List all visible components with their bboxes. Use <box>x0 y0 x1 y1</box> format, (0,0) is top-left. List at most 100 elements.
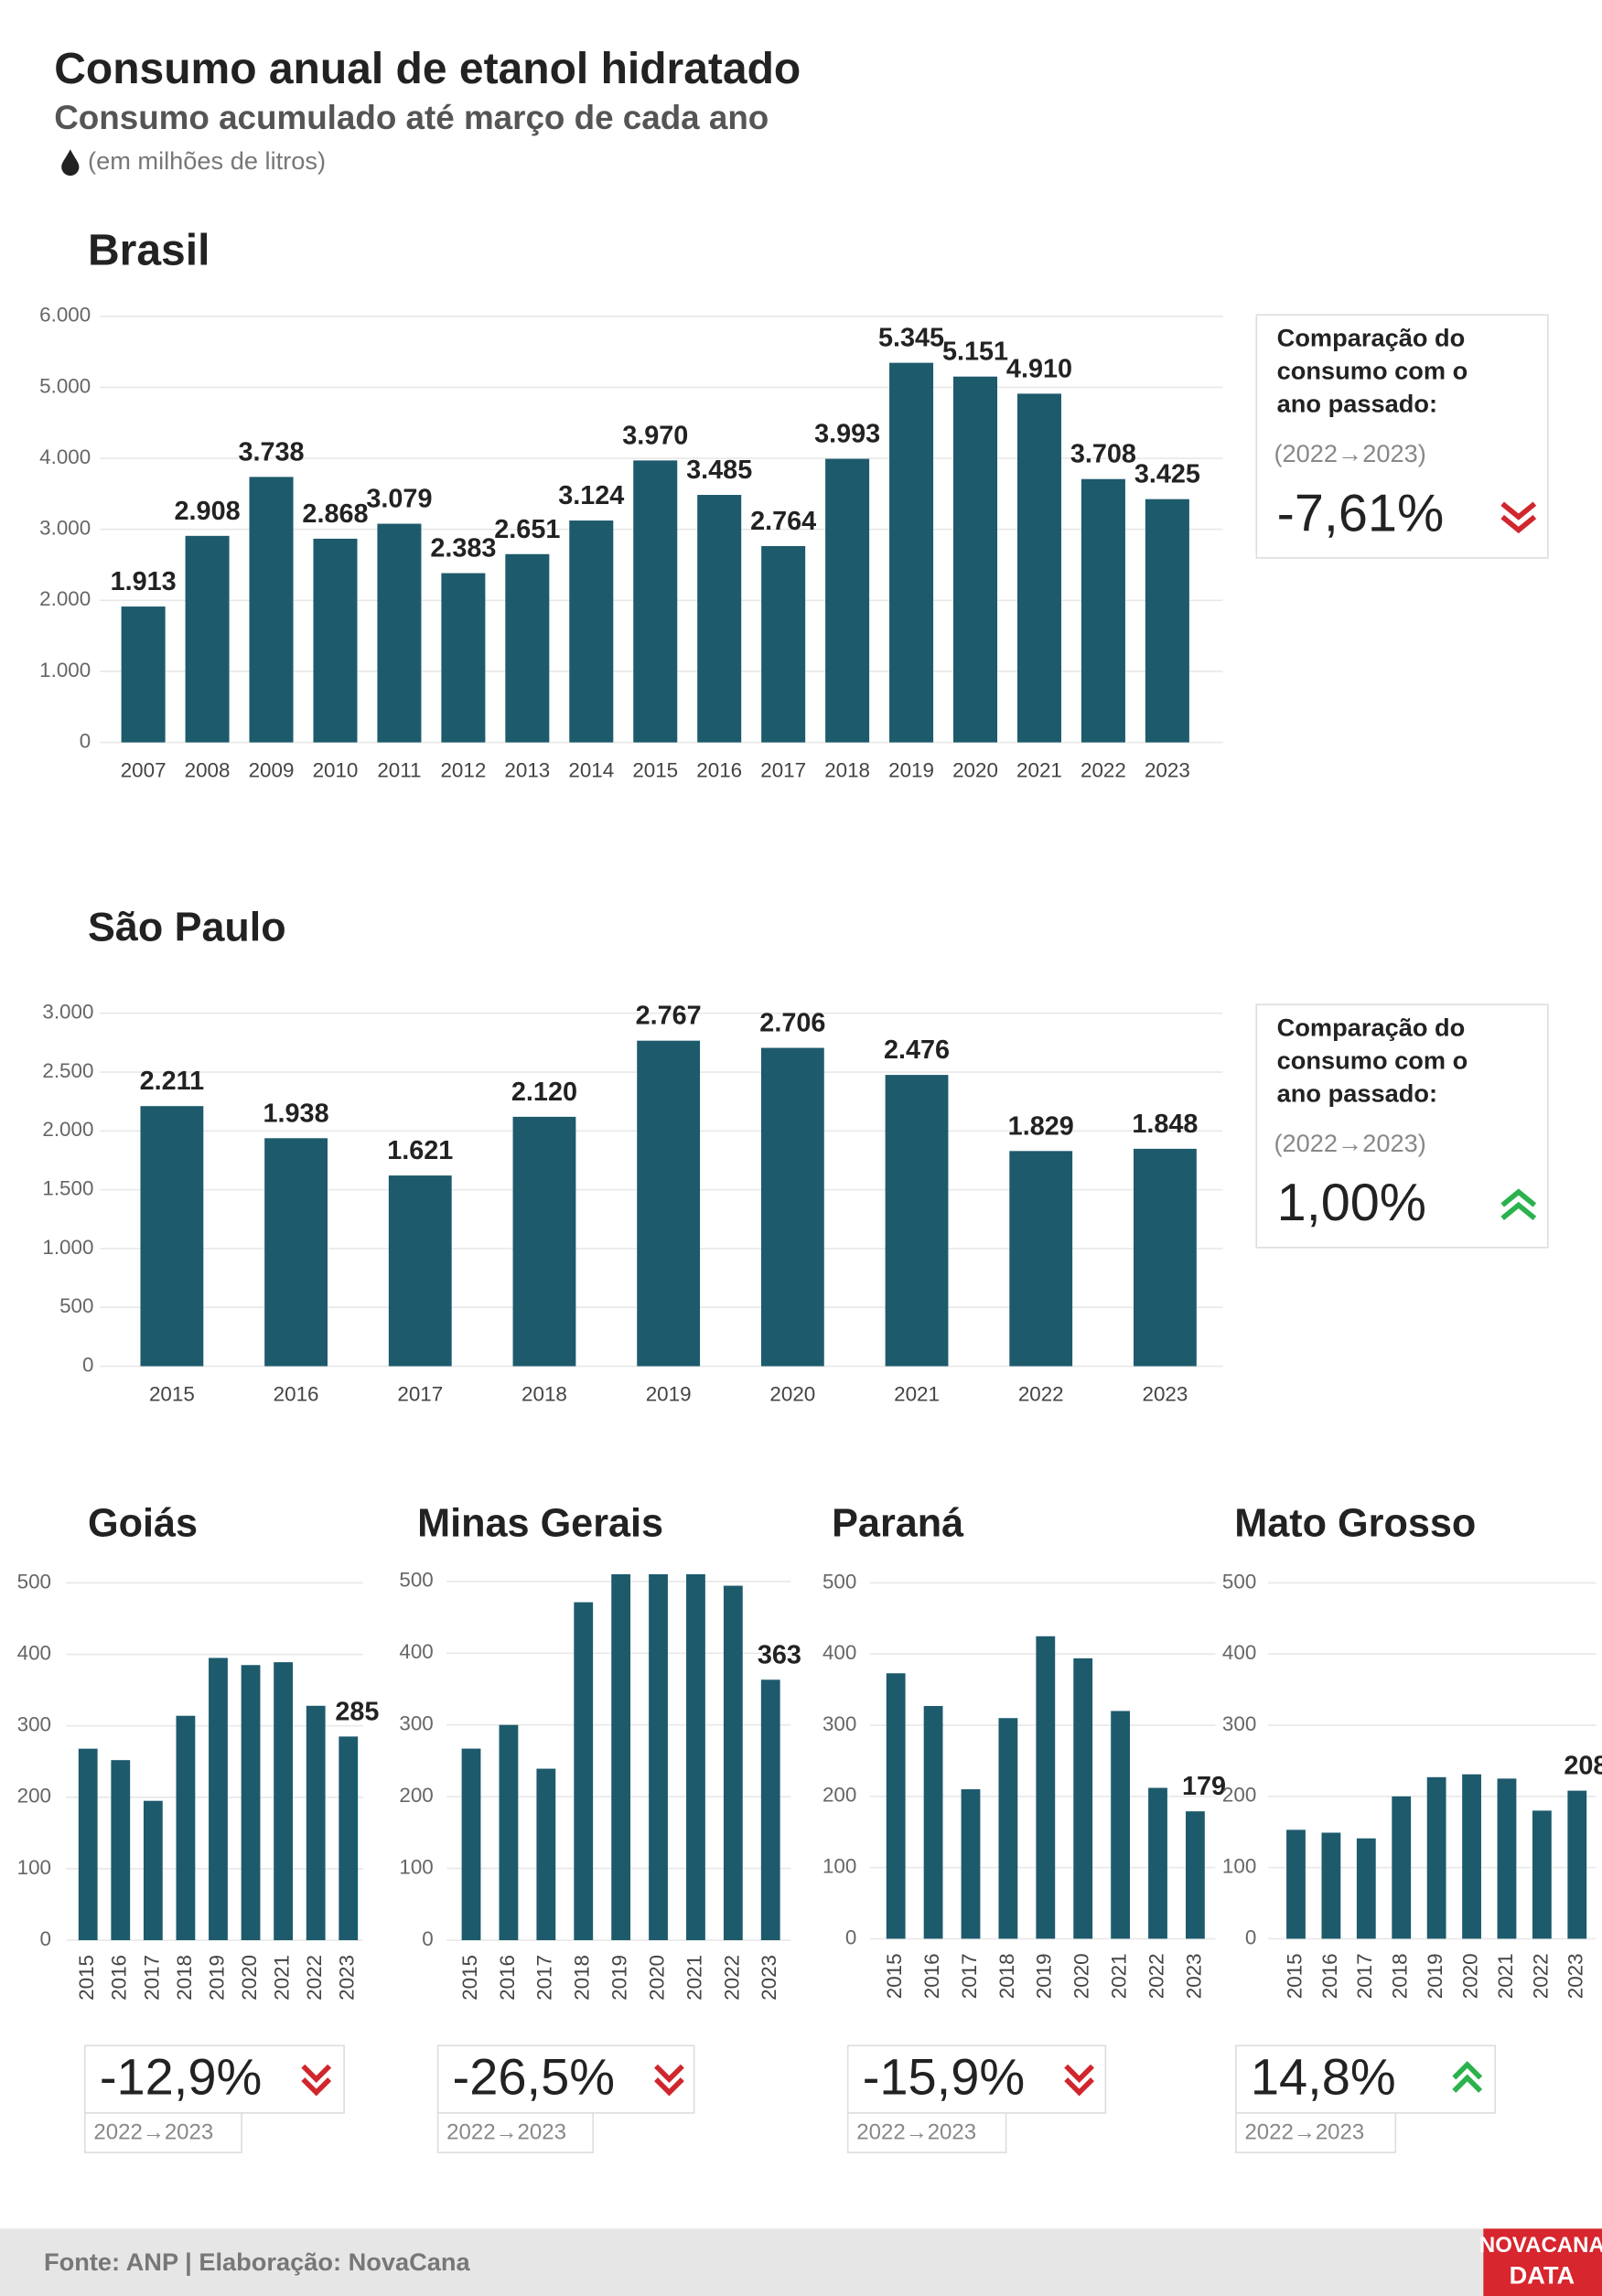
bar <box>825 458 870 743</box>
x-tick-label: 2023 <box>1143 1382 1188 1405</box>
bar <box>569 520 614 743</box>
x-tick-label: 2023 <box>758 1955 780 2001</box>
comparison-value: 14,8% <box>1251 2047 1396 2105</box>
y-tick-label: 2.000 <box>39 587 91 610</box>
x-tick-label: 2016 <box>1318 1953 1341 1999</box>
bar <box>441 573 486 743</box>
y-tick-label: 3.000 <box>39 517 91 540</box>
y-tick-label: 2.000 <box>42 1118 93 1141</box>
source: Fonte: ANP | Elaboração: NovaCana <box>44 2248 470 2276</box>
x-tick-label: 2021 <box>1108 1953 1131 1999</box>
data-label: 285 <box>335 1697 379 1726</box>
x-tick-label: 2017 <box>140 1955 163 2001</box>
y-tick-label: 1.500 <box>42 1177 93 1200</box>
data-label: 3.970 <box>622 421 688 450</box>
x-tick-label: 2021 <box>683 1955 705 2001</box>
bar <box>505 553 550 743</box>
y-tick-label: 200 <box>17 1785 51 1808</box>
data-label: 3.738 <box>238 437 304 467</box>
comparison-box <box>846 2044 1107 2114</box>
data-label: 1.621 <box>387 1136 453 1165</box>
comparison-box <box>1235 2044 1496 2114</box>
bar <box>1145 499 1189 743</box>
bar <box>961 1789 981 1939</box>
bar <box>697 495 742 743</box>
data-label: 5.151 <box>942 338 1008 367</box>
bar <box>649 1573 668 1941</box>
bar <box>686 1573 705 1941</box>
bar <box>1009 1151 1073 1367</box>
x-tick-label: 2015 <box>75 1955 98 2001</box>
trend-arrow <box>1500 501 1537 520</box>
y-tick-label: 300 <box>823 1712 856 1735</box>
y-tick-label: 200 <box>399 1784 433 1807</box>
y-tick-label: 4.000 <box>39 445 91 468</box>
x-tick-label: 2007 <box>121 759 167 782</box>
x-tick-label: 2015 <box>1283 1953 1306 1999</box>
comparison-label: consumo com o <box>1277 1046 1468 1075</box>
data-label: 2.211 <box>140 1067 204 1096</box>
x-tick-label: 2022 <box>1145 1953 1167 1999</box>
comparison-value: 1,00% <box>1277 1174 1426 1232</box>
bar <box>264 1138 328 1367</box>
y-tick-label: 1.000 <box>42 1236 93 1259</box>
bar <box>760 1679 780 1941</box>
y-tick-label: 300 <box>17 1713 51 1736</box>
bar <box>1185 1811 1205 1939</box>
y-tick-label: 300 <box>1222 1712 1256 1735</box>
bar <box>536 1768 556 1941</box>
data-label: 2.120 <box>511 1078 577 1107</box>
y-tick-label: 0 <box>80 730 91 753</box>
comparison-value: -12,9% <box>100 2047 262 2105</box>
bar <box>1081 478 1125 743</box>
y-tick-label: 500 <box>399 1569 433 1592</box>
bar <box>1392 1796 1412 1939</box>
logo-text: NOVACANA <box>1479 2233 1602 2258</box>
x-tick-label: 2023 <box>336 1955 359 2001</box>
bar <box>111 1760 131 1941</box>
bar <box>611 1573 631 1941</box>
trend-arrow <box>301 2077 332 2097</box>
x-tick-label: 2017 <box>958 1953 981 1999</box>
bar <box>574 1602 594 1941</box>
x-tick-label: 2009 <box>249 759 295 782</box>
bar <box>889 362 934 743</box>
x-tick-label: 2011 <box>377 759 421 782</box>
bar <box>886 1673 906 1939</box>
comparison-value: -15,9% <box>863 2047 1025 2105</box>
chart-title: Paraná <box>832 1501 964 1545</box>
x-tick-label: 2016 <box>496 1955 519 2001</box>
comparison-label: Comparação do <box>1277 324 1466 352</box>
data-label: 2.706 <box>759 1009 825 1038</box>
x-tick-label: 2018 <box>1389 1953 1412 1999</box>
x-tick-label: 2017 <box>1353 1953 1376 1999</box>
y-tick-label: 400 <box>823 1641 856 1664</box>
data-label: 3.425 <box>1134 460 1200 489</box>
x-tick-label: 2018 <box>571 1955 594 2001</box>
y-tick-label: 2.500 <box>42 1059 93 1082</box>
trend-arrow <box>1500 1188 1537 1207</box>
x-tick-label: 2017 <box>533 1955 556 2001</box>
comparison-period: 2022→2023 <box>446 2120 566 2145</box>
bar <box>1134 1148 1197 1367</box>
data-label: 3.485 <box>686 456 752 485</box>
drop-icon <box>61 149 80 177</box>
data-label: 2.383 <box>430 534 496 563</box>
bar <box>998 1718 1018 1939</box>
bar <box>1426 1776 1446 1939</box>
data-label: 1.829 <box>1008 1111 1074 1141</box>
y-tick-label: 500 <box>59 1294 93 1317</box>
trend-arrow <box>1500 1201 1537 1221</box>
trend-arrow <box>654 2064 684 2084</box>
x-tick-label: 2017 <box>760 759 806 782</box>
bar <box>1462 1774 1481 1939</box>
x-tick-label: 2020 <box>769 1382 815 1405</box>
x-tick-label: 2016 <box>274 1382 319 1405</box>
data-label: 5.345 <box>878 324 944 353</box>
y-tick-label: 100 <box>823 1855 856 1878</box>
comparison-period: 2022→2023 <box>856 2120 976 2145</box>
x-tick-label: 2008 <box>185 759 231 782</box>
x-tick-label: 2015 <box>458 1955 481 2001</box>
bar <box>209 1658 228 1941</box>
